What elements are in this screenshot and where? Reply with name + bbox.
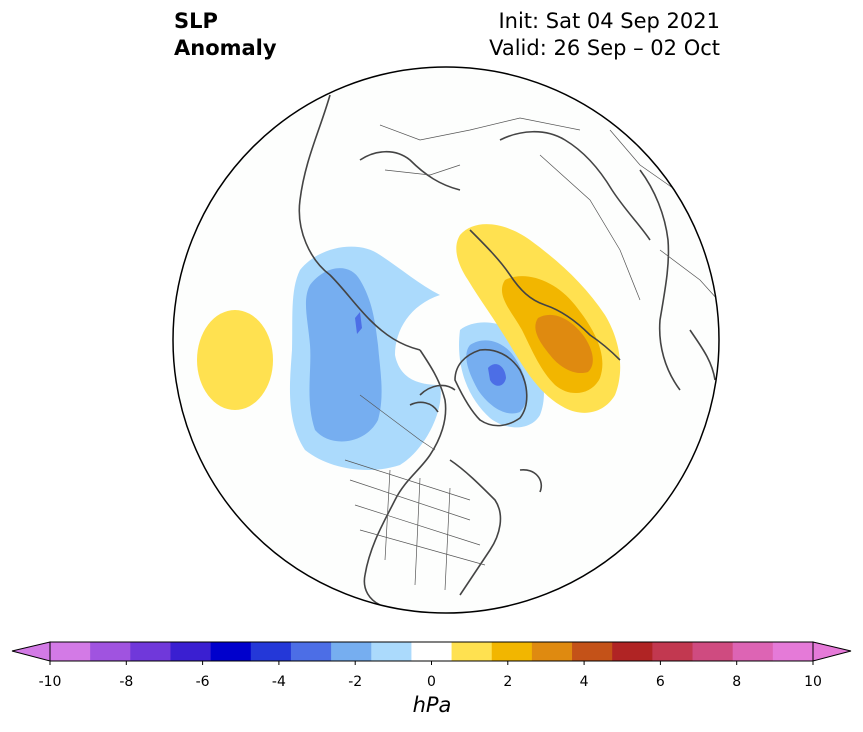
colorbar-tick-label: -8 xyxy=(119,674,134,690)
map-background xyxy=(173,67,719,613)
colorbar-segment xyxy=(732,642,774,661)
colorbar-tick-label: -4 xyxy=(271,674,286,690)
colorbar-tick-label: -2 xyxy=(348,674,363,690)
colorbar-tick-label: -6 xyxy=(195,674,210,690)
colorbar-tick-label: 0 xyxy=(427,674,436,690)
title-line-2: Anomaly xyxy=(174,36,277,60)
colorbar-segment xyxy=(331,642,372,661)
colorbar-segment xyxy=(772,642,814,661)
colorbar-segment xyxy=(531,642,573,661)
colorbar-segment xyxy=(50,642,91,661)
map-title: SLP Anomaly xyxy=(174,8,277,62)
colorbar-tick-label: 2 xyxy=(503,674,513,690)
colorbar-tick-label: 8 xyxy=(732,674,742,690)
greenland-negative-spot xyxy=(488,364,506,386)
colorbar-segment xyxy=(411,642,453,661)
colorbar-segment xyxy=(250,642,292,661)
colorbar-extend-low xyxy=(11,641,51,662)
colorbar-tick-label: 4 xyxy=(579,674,589,690)
colorbar-tick-label: 6 xyxy=(655,674,665,690)
colorbar-segment xyxy=(90,642,131,661)
eurasia-positive-center xyxy=(535,314,593,374)
boundaries xyxy=(344,117,719,591)
colorbar-ticks xyxy=(49,661,814,665)
init-date: Init: Sat 04 Sep 2021 xyxy=(498,9,720,33)
colorbar-tick-label: -10 xyxy=(38,674,62,690)
colorbar-segment xyxy=(290,642,332,661)
colorbar-units: hPa xyxy=(412,693,452,717)
polar-map xyxy=(172,66,720,614)
colorbar-tick-label: 10 xyxy=(804,674,822,690)
anomaly-fields xyxy=(197,94,719,606)
colorbar-segment xyxy=(210,642,252,661)
colorbar-segment xyxy=(612,642,653,661)
colorbar-segment xyxy=(130,642,171,661)
colorbar-segment xyxy=(572,642,613,661)
colorbar-segment xyxy=(652,642,694,661)
colorbar-segment xyxy=(451,642,493,661)
colorbar-segment xyxy=(170,642,212,661)
colorbar xyxy=(11,641,852,665)
colorbar-segment xyxy=(371,642,412,661)
title-line-1: SLP xyxy=(174,9,218,33)
forecast-dates: Init: Sat 04 Sep 2021 Valid: 26 Sep – 02… xyxy=(489,8,720,62)
valid-range: Valid: 26 Sep – 02 Oct xyxy=(489,36,720,60)
north-america-negative-spot xyxy=(355,312,362,334)
map-boundary-circle xyxy=(172,66,720,614)
colorbar-segment xyxy=(692,642,734,661)
colorbar-segment xyxy=(491,642,533,661)
colorbar-segments xyxy=(50,642,814,661)
coastlines xyxy=(298,94,716,606)
colorbar-extend-high xyxy=(812,641,852,662)
pacific-positive-anomaly xyxy=(197,310,273,410)
